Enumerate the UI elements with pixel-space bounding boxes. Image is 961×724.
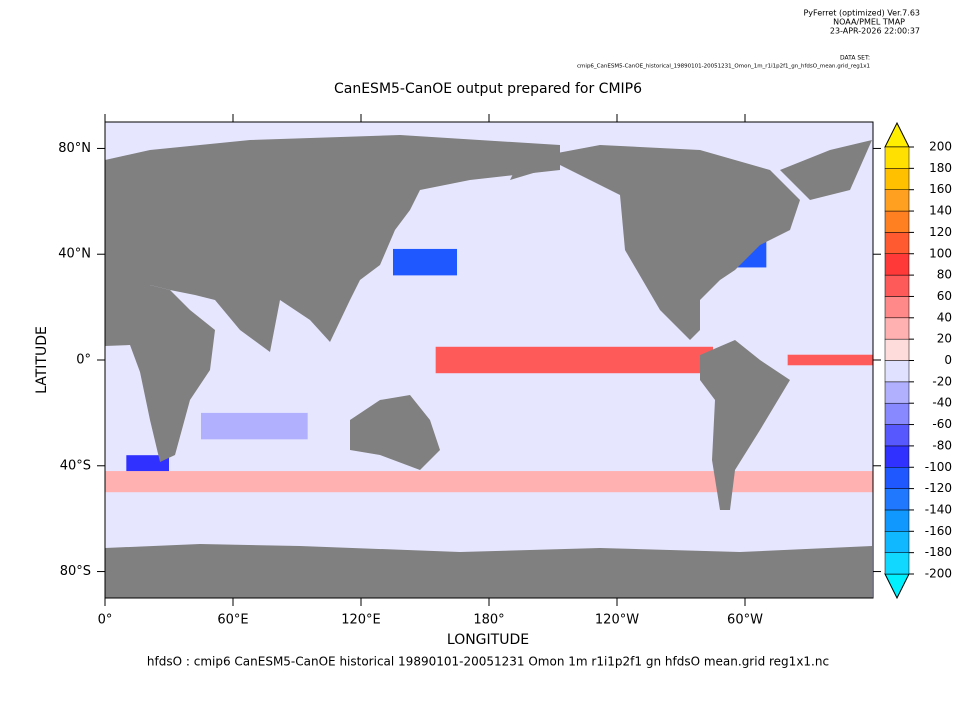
- colorbar-label: -40: [932, 396, 952, 410]
- colorbar-label: -60: [932, 417, 952, 431]
- colorbar-bin: [884, 189, 910, 212]
- colorbar-bin: [884, 168, 910, 190]
- colorbar-label: -120: [925, 481, 952, 495]
- y-tick-label: 40°N: [58, 247, 91, 262]
- header-line: NOAA/PMEL TMAP: [833, 18, 905, 27]
- colorbar-label: 60: [937, 289, 952, 303]
- colorbar-bin: [884, 488, 910, 511]
- x-tick-label: 0°: [98, 613, 113, 628]
- colorbar-bin: [884, 253, 910, 276]
- x-tick-label: 120°W: [595, 613, 639, 628]
- land: [105, 135, 872, 598]
- colorbar-label: -20: [932, 374, 952, 388]
- colorbar-over: [884, 121, 910, 148]
- header-line: 23-APR-2026 22:00:37: [830, 27, 920, 36]
- colorbar-bin: [884, 467, 910, 489]
- colorbar-bin: [884, 445, 910, 468]
- colorbar-label: -200: [925, 567, 952, 581]
- x-axis-label: LONGITUDE: [447, 632, 529, 648]
- colorbar-label: 200: [929, 140, 952, 154]
- colorbar-bin: [884, 210, 910, 233]
- y-tick-label: 80°N: [58, 141, 91, 156]
- x-tick-label: 180°: [473, 613, 504, 628]
- colorbar-label: -80: [932, 438, 952, 452]
- field-region: [393, 248, 457, 276]
- antarctica: [105, 544, 872, 598]
- x-tick-label: 60°W: [727, 613, 763, 628]
- colorbar-label: 80: [937, 268, 952, 282]
- x-tick-label: 60°E: [217, 613, 248, 628]
- colorbar-label: 0: [944, 353, 952, 367]
- x-tick-label: 120°E: [341, 613, 381, 628]
- colorbar-bin: [884, 360, 910, 383]
- south-america: [700, 340, 790, 510]
- colorbar-label: 120: [929, 225, 952, 239]
- dataset-label: DATA SET:: [840, 55, 870, 62]
- colorbar-bin: [884, 424, 910, 447]
- field-region: [126, 455, 169, 472]
- colorbar-bin: [884, 509, 910, 532]
- colorbar-bin: [884, 531, 910, 553]
- field-region: [201, 412, 308, 440]
- colorbar-label: -180: [925, 545, 952, 559]
- header-line: PyFerret (optimized) Ver.7.63: [803, 9, 920, 18]
- colorbar-label: 100: [929, 246, 952, 260]
- colorbar-label: -160: [925, 524, 952, 538]
- colorbar-label: 20: [937, 332, 952, 346]
- colorbar-label: 160: [929, 182, 952, 196]
- colorbar-bin: [884, 232, 910, 254]
- y-tick-label: 80°S: [60, 564, 91, 579]
- colorbar-bin: [884, 338, 910, 361]
- colorbar-label: -100: [925, 460, 952, 474]
- australia: [350, 395, 440, 470]
- greenland: [780, 140, 872, 200]
- colorbar-bin: [884, 146, 910, 169]
- footer: hfdsO : cmip6 CanESM5-CanOE historical 1…: [147, 655, 829, 669]
- y-tick-label: 40°S: [60, 458, 91, 473]
- eurasia: [105, 135, 560, 352]
- colorbar-bin: [884, 296, 910, 319]
- colorbar-label: 180: [929, 161, 952, 175]
- colorbar-bin: [884, 402, 910, 425]
- colorbar-label: 140: [929, 204, 952, 218]
- dataset-name: cmip6_CanESM5-CanOE_historical_19890101-…: [577, 64, 870, 70]
- colorbar-bin: [884, 381, 910, 404]
- north-america: [510, 145, 800, 340]
- colorbar-under: [884, 573, 910, 600]
- colorbar-bin: [884, 552, 910, 575]
- chart-title: CanESM5-CanOE output prepared for CMIP6: [334, 81, 642, 97]
- field-region: [787, 354, 873, 366]
- y-axis-label: LATITUDE: [34, 326, 50, 394]
- africa: [105, 285, 215, 462]
- field-region: [435, 346, 713, 374]
- y-tick-label: 0°: [76, 353, 91, 368]
- colorbar-bin: [884, 274, 910, 297]
- field-region: [105, 471, 873, 493]
- colorbar-label: 40: [937, 310, 952, 324]
- colorbar-label: -140: [925, 502, 952, 516]
- colorbar-bin: [884, 317, 910, 340]
